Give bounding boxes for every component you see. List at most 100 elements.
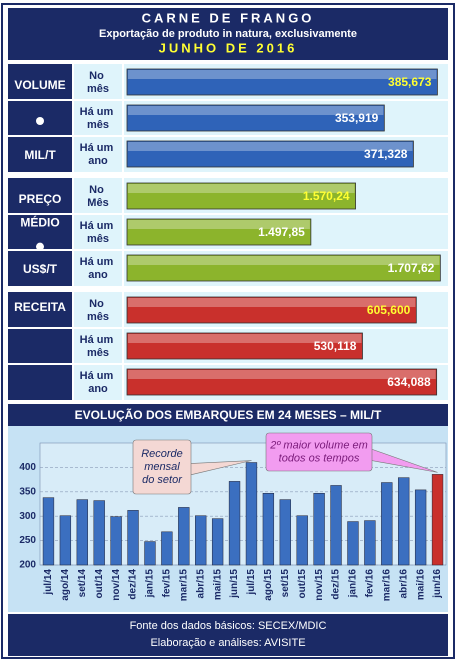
x-tick-label: dez/15 [331,569,342,600]
chart-title-bg [8,404,448,426]
row-label-bg [74,178,122,286]
bar [126,254,441,282]
bar [161,531,173,566]
row-label-bg [74,64,122,172]
bar-shine [128,370,436,379]
x-tick-label: jul/14 [43,569,54,596]
annotation: 2º maior volume em [269,439,368,451]
title: CARNE DE FRANGO [142,10,315,25]
row-label: No mês [87,70,109,95]
x-tick-label: nov/14 [111,569,122,601]
bar [211,518,224,566]
bar-shine [128,184,355,193]
y-tick-label: 300 [19,511,36,522]
bar-shine [128,106,384,115]
x-tick-label: fev/16 [365,569,376,598]
panel-label: US$/T [23,262,58,276]
row-label: Há um mês [80,220,117,245]
bar [42,497,55,566]
y-tick-label: 250 [19,535,36,546]
subtitle: Exportação de produto in natura, exclusi… [99,28,357,40]
bar-shine [128,298,416,307]
x-tick-label: out/14 [94,569,105,599]
bar [127,510,139,566]
x-tick-label: out/15 [297,569,308,599]
x-tick-label: set/14 [77,569,88,598]
bar [381,482,393,566]
bar [126,68,438,96]
row-label: Há um ano [80,370,117,395]
callout-box [265,432,373,472]
bar [126,368,438,396]
bar-shine [128,256,440,265]
annotation: Recorde [141,448,183,460]
panel-label: RECEITA [14,300,66,314]
footer-line: Elaboração e análises: AVISITE [150,637,305,649]
panel-label-bg [8,292,72,400]
bar [313,493,325,566]
x-tick-label: jun/15 [229,569,240,599]
bar [110,516,122,566]
bar [126,218,312,246]
bar-shine [128,334,362,343]
bar [126,182,356,210]
bar [178,507,190,566]
panel-label: MIL/T [24,148,56,162]
row-label: Há um mês [80,334,117,359]
x-tick-label: jan/15 [145,569,156,599]
plot-area [39,442,447,566]
x-tick-label: abr/16 [398,569,409,599]
row-label: Há um ano [80,256,117,281]
bar [126,104,385,132]
value-label: 634,088 [387,375,431,389]
header-bg [8,8,448,60]
bar-shine [128,70,437,79]
row-label: Há um mês [80,106,117,131]
bar [414,489,427,566]
bullet [36,242,44,251]
x-tick-label: mai/16 [415,569,426,601]
bar [126,140,414,168]
callout-box [132,439,192,495]
row-label: No Mês [87,184,108,209]
x-tick-label: fev/15 [162,569,173,598]
panel-label: MÉDIO [20,215,59,230]
bar-shine [128,142,413,151]
value-label: 353,919 [335,111,379,125]
bar [330,485,342,566]
panel-label: PREÇO [19,192,62,206]
x-tick-label: dez/14 [128,569,139,600]
annotation: do setor [142,474,183,486]
bar [398,477,410,566]
x-tick-label: ago/15 [263,569,274,601]
value-label: 1.570,24 [303,189,350,203]
value-label: 530,118 [314,339,357,353]
value-label: 371,328 [364,147,408,161]
x-tick-label: jun/16 [432,569,443,599]
x-tick-label: nov/15 [314,569,325,601]
bar [228,481,241,566]
bar [262,493,275,566]
footer-bg [8,614,448,656]
value-label: 1.707,62 [388,261,435,275]
bar [126,296,417,324]
bar [144,541,156,566]
bullet [36,117,44,125]
bar [126,332,363,360]
value-label: 1.497,85 [258,225,305,239]
bar [93,500,105,566]
y-tick-label: 400 [19,462,36,473]
row-label-bg [74,292,122,400]
date: JUNHO DE 2016 [159,40,298,55]
annotation: mensal [144,461,180,473]
x-tick-label: mar/15 [178,569,189,602]
x-tick-label: ago/14 [60,569,71,601]
bar [347,521,359,566]
chart-title: EVOLUÇÃO DOS EMBARQUES EM 24 MESES – MIL… [75,407,382,422]
footer-line: Fonte dos dados básicos: SECEX/MDIC [130,620,327,632]
x-tick-label: mar/16 [381,569,392,602]
y-tick-label: 200 [19,560,36,571]
bar [431,474,444,566]
panel-label: VOLUME [14,78,65,92]
